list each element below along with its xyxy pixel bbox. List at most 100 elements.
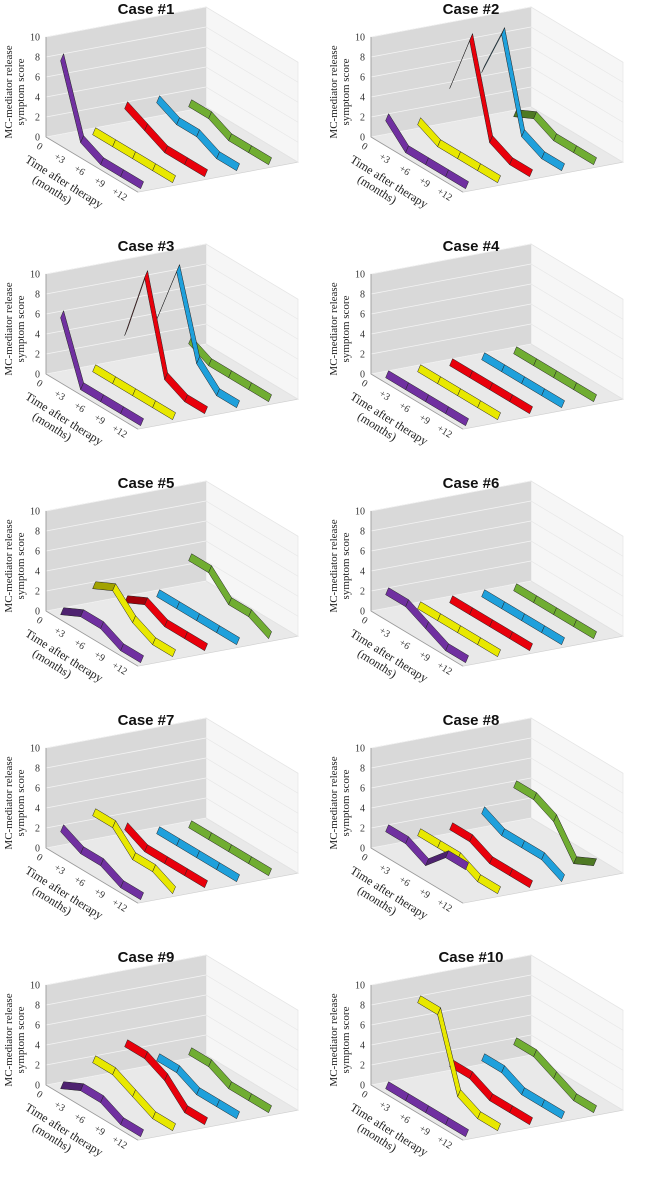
x-axis-line — [370, 1084, 464, 1141]
series-ribbon — [156, 589, 240, 645]
ribbon-segment — [573, 382, 597, 402]
gridline — [370, 1014, 532, 1046]
y-tick-label: 6 — [35, 310, 40, 321]
x-tick-label: 0 — [34, 852, 44, 864]
ribbon-segment — [509, 1105, 533, 1125]
gridline — [205, 560, 299, 617]
x-tick-label: +6 — [397, 1111, 412, 1126]
ribbon-segment — [477, 637, 501, 657]
series-ribbon — [481, 589, 565, 645]
ribbon-segment — [120, 169, 144, 189]
case-panel: 0 2 4 6 8 10 0 +3 +6 +9 +12 MC-mediator releasesymp… — [0, 0, 325, 236]
y-tick-label: 10 — [355, 33, 365, 44]
series-ribbon — [385, 824, 469, 870]
case-panel: 0 2 4 6 8 10 0 +3 +6 +9 +12 MC-mediator releasesymp… — [325, 948, 650, 1184]
gridline — [530, 243, 624, 300]
gridline — [530, 86, 624, 143]
y-axis-label: MC-mediator releasesymptom score — [3, 282, 27, 375]
ribbon-segment — [152, 864, 176, 894]
x-tick-label: +12 — [435, 897, 454, 915]
gridline — [530, 323, 624, 380]
x-tick-label: +9 — [92, 649, 107, 664]
gridline — [530, 1034, 624, 1091]
y-tick-label: 0 — [35, 607, 40, 618]
ribbon-segment — [445, 406, 469, 426]
x-tick-label: 0 — [359, 852, 369, 864]
x-tick-label: 0 — [359, 378, 369, 390]
gridline — [45, 580, 207, 612]
case-title: Case #5 — [118, 475, 175, 492]
series-ribbon — [513, 1037, 597, 1113]
case-chart: 0 2 4 6 8 10 0 +3 +6 +9+12 MC-mediator releasesymp… — [328, 1, 624, 211]
gridline — [205, 46, 299, 103]
gridline — [205, 303, 299, 360]
x-tick-label: +12 — [110, 186, 129, 204]
x-axis-line — [45, 136, 139, 193]
y-axis-label: MC-mediator releasesymptom score — [328, 45, 352, 138]
series-ribbon — [513, 780, 597, 866]
gridline — [205, 6, 299, 63]
y-tick-label: 10 — [355, 744, 365, 755]
ribbon-segment — [216, 1099, 240, 1119]
series-ribbon — [385, 113, 469, 189]
gridline — [530, 974, 624, 1031]
y-tick-label: 0 — [360, 1081, 365, 1092]
y-tick-label: 6 — [360, 547, 365, 558]
gridline — [205, 757, 299, 814]
ribbon-segment — [216, 388, 240, 408]
x-tick-label: +12 — [110, 897, 129, 915]
y-tick-label: 2 — [360, 350, 365, 361]
x-tick-label: +9 — [92, 886, 107, 901]
y-tick-label: 4 — [35, 804, 40, 815]
gridline — [45, 1014, 207, 1046]
y-tick-label: 10 — [30, 744, 40, 755]
case-title: Case #8 — [443, 712, 500, 729]
y-tick-label: 6 — [35, 73, 40, 84]
y-tick-label: 2 — [360, 113, 365, 124]
series-ribbon — [188, 820, 272, 876]
y-tick-label: 8 — [35, 290, 40, 301]
gridline — [205, 717, 299, 774]
series-ribbon — [92, 1055, 176, 1131]
x-tick-label: +3 — [52, 625, 67, 640]
x-tick-label: +6 — [72, 874, 87, 889]
series-ribbon — [156, 264, 240, 408]
series-ribbon — [513, 109, 597, 165]
y-tick-label: 4 — [35, 330, 40, 341]
x-tick-label: +3 — [377, 151, 392, 166]
ribbon-segment — [477, 1111, 501, 1131]
x-tick-label: +6 — [397, 163, 412, 178]
gridline — [370, 560, 532, 592]
series-ribbon — [417, 117, 501, 183]
gridline — [205, 520, 299, 577]
gridline — [370, 717, 532, 749]
y-axis-label: MC-mediator releasesymptom score — [328, 756, 352, 849]
case-panel: 0 2 4 6 8 10 0 +3 +6 +9 +12 MC-mediator releasesymp… — [325, 0, 650, 236]
x-tick-label: 0 — [34, 141, 44, 153]
gridline — [370, 283, 532, 315]
y-tick-label: 2 — [360, 1061, 365, 1072]
gridline — [205, 994, 299, 1051]
series-ribbon — [92, 808, 176, 894]
y-axis-label: MC-mediator releasesymptom score — [3, 993, 27, 1086]
series-ribbon — [449, 358, 533, 414]
case-panel: 0 2 4 6 8 10 0 +3 +6 +9 +12 MC-mediator releasesymp… — [0, 948, 325, 1184]
x-axis-line — [45, 610, 139, 667]
gridline — [370, 994, 532, 1026]
gridline — [370, 540, 532, 572]
gridline — [530, 717, 624, 774]
y-tick-label: 2 — [35, 824, 40, 835]
gridline — [45, 560, 207, 592]
y-axis-label: MC-mediator releasesymptom score — [3, 519, 27, 612]
gridline — [370, 86, 532, 118]
gridline — [370, 757, 532, 789]
gridline — [530, 540, 624, 597]
case-panel: 0 2 4 6 8 10 0 +3 +6 +9 +12 MC-mediator releasesymp… — [0, 711, 325, 947]
gridline — [530, 1014, 624, 1071]
y-tick-label: 10 — [355, 507, 365, 518]
gridline — [370, 954, 532, 986]
gridline — [45, 974, 207, 1006]
x-tick-label: 0 — [359, 1089, 369, 1101]
gridline — [370, 974, 532, 1006]
gridline — [370, 66, 532, 98]
